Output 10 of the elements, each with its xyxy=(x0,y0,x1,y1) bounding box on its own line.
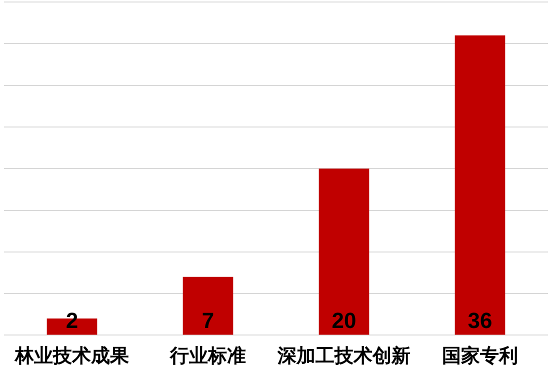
data-label: 36 xyxy=(468,308,492,333)
x-tick-label: 行业标准 xyxy=(169,344,246,367)
x-tick-label: 林业技术成果 xyxy=(14,344,130,367)
x-tick-label: 深加工技术创新 xyxy=(276,344,410,367)
data-label: 20 xyxy=(332,308,356,333)
x-tick-label: 国家专利 xyxy=(442,344,518,367)
bar xyxy=(454,35,506,335)
bar xyxy=(182,276,234,335)
bar xyxy=(318,168,370,335)
data-label: 7 xyxy=(202,308,214,333)
